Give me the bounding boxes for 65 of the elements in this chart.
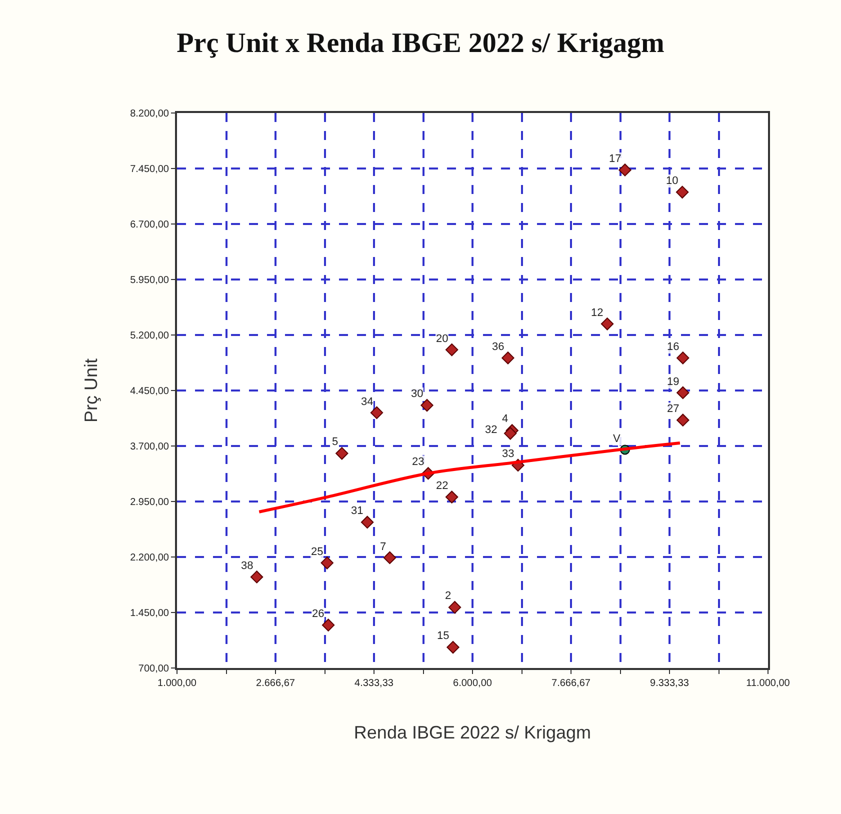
- y-tick-label: 700,00: [138, 664, 170, 674]
- annotation: 23: [412, 456, 424, 468]
- annotation: 30: [411, 388, 424, 400]
- point: [445, 343, 458, 356]
- annotation: 38: [241, 560, 254, 572]
- x-tick-label: 1.000,00: [158, 678, 197, 689]
- point: [504, 427, 517, 440]
- annotation: V: [613, 433, 621, 445]
- annotation: 36: [492, 341, 504, 353]
- point: [320, 556, 334, 570]
- annotation: 10: [666, 175, 678, 187]
- point: [676, 414, 690, 426]
- point: [445, 490, 458, 504]
- annotation: 33: [502, 448, 514, 460]
- point: [383, 551, 396, 564]
- y-tick-label: 8.200,00: [130, 108, 170, 120]
- annotation: 4: [502, 413, 508, 425]
- annotation: 32: [485, 424, 498, 436]
- annotation: 2: [445, 590, 452, 602]
- point: [370, 406, 384, 420]
- point: [322, 618, 335, 632]
- x-tick-label: 9.333,33: [650, 678, 690, 689]
- point: [448, 600, 462, 614]
- annotation: 34: [361, 396, 374, 408]
- y-tick-label: 6.700,00: [130, 220, 170, 230]
- point: [618, 164, 632, 176]
- x-tick-label: 6.000,00: [453, 678, 492, 689]
- x-tick-label: 7.666,67: [552, 678, 591, 689]
- x-tick-label: 2.666,67: [256, 678, 296, 689]
- y-tick-label: 2.200,00: [130, 552, 170, 564]
- point: [420, 398, 434, 412]
- point: [600, 318, 614, 330]
- annotation: 22: [436, 480, 448, 492]
- y-tick-label: 4.450,00: [130, 386, 170, 397]
- x-axis-title: Renda IBGE 2022 s/ Krigagm: [354, 722, 592, 743]
- annotation: 5: [332, 436, 338, 448]
- annotation: 26: [312, 608, 324, 620]
- y-tick-label: 5.950,00: [130, 275, 170, 286]
- y-tick-label: 3.700,00: [130, 442, 170, 452]
- annotation: 12: [591, 307, 604, 319]
- point: [502, 352, 514, 364]
- annotation: 19: [667, 376, 680, 388]
- annotation: 31: [351, 505, 364, 517]
- annotation: 16: [667, 341, 680, 353]
- y-axis-title: Prç Unit: [80, 358, 101, 423]
- annotation: 17: [609, 153, 622, 165]
- point: [336, 447, 348, 460]
- x-tick-label: 4.333,33: [354, 678, 394, 689]
- point: [676, 186, 689, 199]
- y-tick-label: 2.950,00: [130, 497, 170, 508]
- point: [250, 570, 264, 584]
- point: [676, 352, 690, 364]
- annotation: 25: [311, 546, 324, 558]
- point: [360, 516, 374, 529]
- y-tick-label: 7.450,00: [130, 164, 170, 175]
- annotation: 27: [667, 403, 680, 415]
- annotation: 20: [436, 333, 448, 345]
- annotation: 15: [437, 630, 450, 642]
- x-tick-label: 11.000,00: [746, 678, 790, 689]
- point: [446, 640, 460, 654]
- y-tick-label: 5.200,00: [130, 330, 170, 342]
- point: [676, 386, 690, 400]
- annotation: 7: [380, 541, 386, 553]
- chart-title: Prç Unit x Renda IBGE 2022 s/ Krigagm: [176, 28, 664, 60]
- y-tick-label: 1.450,00: [130, 608, 170, 619]
